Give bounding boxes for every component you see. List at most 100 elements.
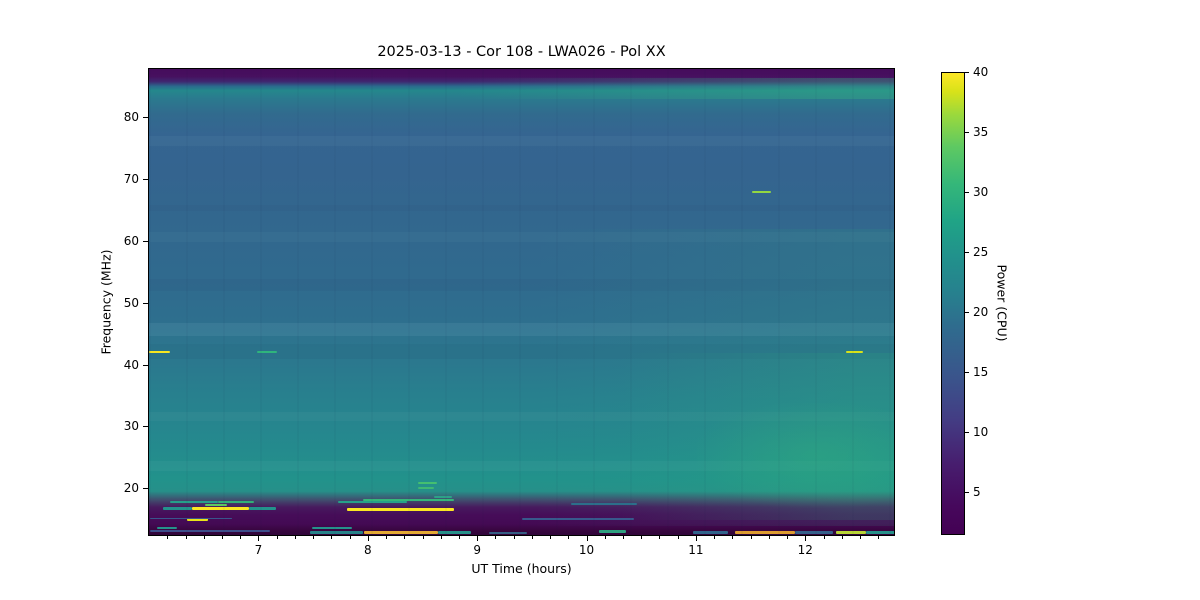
frequency-band bbox=[149, 204, 894, 211]
x-major-tick bbox=[586, 536, 588, 541]
rfi-line bbox=[150, 529, 271, 532]
time-column-texture bbox=[149, 69, 894, 535]
colorbar bbox=[941, 72, 965, 535]
colorbar-tick-label: 35 bbox=[973, 124, 989, 139]
x-minor-tick bbox=[841, 536, 843, 539]
x-minor-tick bbox=[823, 536, 825, 539]
background-enhancement bbox=[696, 402, 894, 508]
rfi-line bbox=[571, 503, 637, 506]
rfi-line bbox=[248, 507, 276, 510]
rfi-line bbox=[187, 518, 209, 521]
rfi-line bbox=[363, 498, 455, 501]
x-minor-tick bbox=[203, 536, 205, 539]
rfi-line bbox=[191, 506, 249, 511]
x-minor-tick bbox=[167, 536, 169, 539]
rfi-line bbox=[150, 517, 233, 520]
frequency-band bbox=[149, 278, 894, 292]
rfi-line bbox=[217, 501, 254, 504]
rfi-line bbox=[489, 531, 528, 534]
frequency-band bbox=[149, 323, 894, 336]
colorbar-tick-label: 10 bbox=[973, 424, 989, 439]
x-minor-tick bbox=[750, 536, 752, 539]
y-tick-label: 70 bbox=[123, 171, 139, 186]
rfi-line bbox=[418, 482, 437, 485]
colorbar-tick-label: 40 bbox=[973, 65, 989, 79]
rfi-line bbox=[346, 507, 455, 511]
colorbar-tick bbox=[965, 371, 969, 373]
rfi-line bbox=[149, 350, 170, 354]
rfi-line bbox=[257, 350, 277, 353]
background-enhancement bbox=[456, 77, 894, 100]
x-minor-tick bbox=[185, 536, 187, 539]
y-tick-label: 80 bbox=[123, 109, 139, 124]
rfi-line bbox=[434, 495, 452, 498]
rfi-line bbox=[751, 191, 772, 194]
colorbar-tick bbox=[965, 191, 969, 193]
frequency-band bbox=[149, 411, 894, 422]
y-major-tick bbox=[143, 426, 148, 428]
rfi-line bbox=[735, 531, 796, 535]
x-major-tick bbox=[805, 536, 807, 541]
rfi-line bbox=[163, 507, 192, 510]
frequency-band bbox=[149, 343, 894, 360]
x-minor-tick bbox=[222, 536, 223, 539]
y-major-tick bbox=[143, 364, 148, 366]
y-tick-label: 20 bbox=[123, 481, 139, 496]
y-major-tick bbox=[143, 116, 148, 118]
y-major-tick bbox=[143, 178, 148, 180]
background-enhancement bbox=[532, 229, 894, 527]
y-tick-label: 30 bbox=[123, 419, 139, 434]
rfi-line bbox=[364, 531, 438, 535]
y-major-tick bbox=[143, 240, 148, 242]
colorbar-tick bbox=[965, 431, 969, 433]
y-axis-label: Frequency (MHz) bbox=[98, 249, 114, 355]
y-tick-label: 40 bbox=[123, 357, 139, 372]
x-tick-label: 12 bbox=[797, 543, 813, 557]
x-minor-tick bbox=[276, 536, 278, 539]
frequency-band bbox=[149, 136, 894, 146]
frequency-band bbox=[149, 232, 894, 242]
x-minor-tick bbox=[404, 536, 406, 539]
colorbar-tick bbox=[965, 72, 969, 73]
x-major-tick bbox=[258, 536, 260, 541]
rfi-line bbox=[692, 531, 728, 534]
x-minor-tick bbox=[331, 536, 333, 539]
x-minor-tick bbox=[659, 536, 661, 539]
y-major-tick bbox=[143, 488, 148, 490]
rfi-line bbox=[311, 526, 353, 529]
colorbar-tick bbox=[965, 131, 969, 133]
x-minor-tick bbox=[550, 536, 552, 539]
x-minor-tick bbox=[623, 536, 625, 539]
x-minor-tick bbox=[860, 536, 861, 539]
x-minor-tick bbox=[604, 536, 606, 539]
colorbar-tick-label: 25 bbox=[973, 244, 989, 259]
background-enhancement bbox=[620, 353, 894, 521]
x-minor-tick bbox=[294, 536, 296, 539]
colorbar-tick-label: 15 bbox=[973, 364, 989, 379]
x-minor-tick bbox=[768, 536, 770, 539]
rfi-line bbox=[437, 531, 471, 534]
rfi-line bbox=[598, 530, 626, 533]
x-minor-tick bbox=[513, 536, 515, 539]
x-minor-tick bbox=[495, 536, 497, 539]
rfi-line bbox=[866, 531, 894, 534]
x-minor-tick bbox=[458, 536, 460, 539]
x-major-tick bbox=[367, 536, 369, 541]
colorbar-tick bbox=[965, 251, 969, 253]
rfi-line bbox=[795, 531, 833, 534]
y-tick-label: 60 bbox=[123, 233, 139, 248]
rfi-line bbox=[418, 487, 435, 490]
plot-title: 2025-03-13 - Cor 108 - LWA026 - Pol XX bbox=[377, 44, 666, 60]
rfi-line bbox=[835, 531, 867, 534]
y-tick-label: 50 bbox=[123, 295, 139, 310]
rfi-line bbox=[169, 501, 218, 504]
x-minor-tick bbox=[677, 536, 679, 539]
rfi-line bbox=[521, 518, 634, 520]
x-minor-tick bbox=[240, 536, 242, 539]
x-major-tick bbox=[695, 536, 697, 541]
x-tick-label: 8 bbox=[364, 543, 372, 557]
x-minor-tick bbox=[568, 536, 570, 539]
frequency-band bbox=[149, 461, 894, 471]
x-tick-label: 9 bbox=[473, 543, 482, 557]
x-axis-label: UT Time (hours) bbox=[471, 561, 572, 576]
